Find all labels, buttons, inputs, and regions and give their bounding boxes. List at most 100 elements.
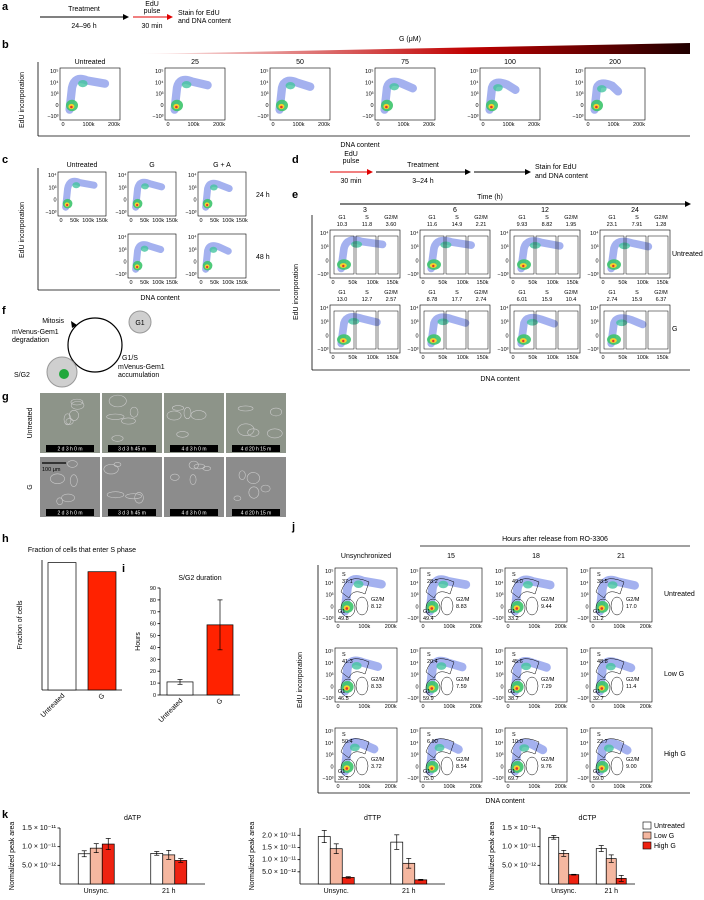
chart-title: dATP (124, 815, 141, 822)
gate-label: G2/M (654, 215, 668, 221)
y-tick-label: 10⁴ (495, 740, 504, 747)
density-core (349, 743, 360, 752)
gate-label: G1 (338, 215, 345, 221)
step-duration: 24–96 h (71, 23, 96, 30)
gate-label: S (512, 732, 516, 738)
column-label: 21 (617, 553, 625, 560)
density-max (600, 767, 604, 770)
y-tick-label: 0 (325, 333, 328, 339)
x-tick-label: 0 (271, 122, 274, 128)
x-tick-label: 0 (511, 280, 514, 286)
density-core (618, 242, 631, 250)
gate (440, 676, 454, 696)
gate-value: 6.01 (517, 297, 528, 303)
gate-label: G2/M (541, 597, 555, 603)
gate (510, 758, 526, 778)
density-cloud (340, 656, 383, 696)
y-tick-label: −10³ (322, 696, 333, 702)
gate-label: G1 (338, 769, 345, 775)
legend-label: Untreated (654, 823, 685, 830)
gate (340, 598, 356, 618)
x-tick-label: 150k (387, 355, 399, 361)
density-max (206, 265, 209, 269)
gate-label: S (427, 732, 431, 738)
gate-label: G2/M (541, 677, 555, 683)
x-tick-label: 50k (210, 280, 219, 286)
y-tick-label: 10³ (156, 92, 164, 98)
gate-label: G2/M (541, 757, 555, 763)
timestamp: 3 d 3 h 45 m (118, 511, 146, 517)
column-label: 18 (532, 553, 540, 560)
cell-outline (166, 410, 182, 421)
cycle-ring (67, 317, 123, 373)
gate-value: 11.8 (362, 222, 372, 228)
y-tick-label: 5.0 × 10⁻¹² (22, 862, 57, 869)
y-tick-label: 10⁵ (325, 728, 333, 735)
y-tick-label: −10³ (407, 272, 418, 278)
y-tick-label: −10³ (492, 616, 503, 622)
density-cloud (427, 236, 475, 273)
x-tick-label: 200k (633, 122, 645, 128)
x-tick-label: 0 (376, 122, 379, 128)
x-tick-label: 200k (318, 122, 330, 128)
legend-swatch (642, 841, 652, 850)
density-cloud (202, 179, 233, 211)
column-label: Unsynchronized (341, 553, 391, 560)
x-tick-label: 100k (443, 704, 455, 710)
density-max (136, 265, 139, 269)
row-label: Untreated (664, 591, 695, 598)
bar (174, 860, 188, 885)
cell-outline (176, 431, 189, 438)
y-tick-label: −10³ (577, 776, 588, 782)
x-tick-label: 100k (152, 280, 164, 286)
gate-label: G2/M (456, 597, 470, 603)
density-max (66, 203, 69, 207)
gate-value: 32.7 (593, 696, 604, 702)
x-tick-label: 100k (222, 218, 234, 224)
gate-value: 49.4 (423, 616, 434, 622)
row-label: G (27, 484, 34, 489)
gate-label: S (365, 290, 369, 296)
bar (558, 853, 570, 885)
y-tick-label: 0 (585, 684, 588, 690)
gate (557, 235, 579, 275)
cell-outline (121, 417, 136, 425)
density-cloud (517, 313, 558, 348)
step-duration: 3–24 h (412, 178, 434, 185)
gate-value: 8.83 (456, 604, 467, 610)
gate (610, 756, 624, 776)
gate-label: S (597, 732, 601, 738)
gate (610, 596, 624, 616)
density-cloud (380, 77, 417, 114)
density-cloud (607, 237, 653, 273)
y-tick-label: 10⁴ (325, 740, 334, 747)
y-tick-label: 10³ (411, 753, 419, 759)
y-tick-label: 10⁵ (410, 648, 418, 655)
density-max (490, 105, 493, 109)
density-core (72, 182, 81, 189)
x-tick-label: 200k (108, 122, 120, 128)
x-tick-label: 200k (640, 624, 652, 630)
gate-value: 28.2 (427, 579, 438, 585)
density-cloud (510, 575, 555, 616)
gate (467, 310, 489, 350)
condition-label: 50 (296, 59, 304, 66)
row-label: Low G (664, 671, 684, 678)
x-tick-label: 100k (528, 704, 540, 710)
gate-label: S (427, 652, 431, 658)
x-tick-label: 21 h (402, 888, 416, 895)
density-core (526, 318, 539, 326)
x-tick-label: 100k (293, 122, 305, 128)
density-max (595, 105, 598, 109)
y-tick-label: 10⁵ (580, 648, 588, 655)
density-max (430, 767, 434, 770)
y-tick-label: 10⁴ (470, 79, 479, 86)
cell-outline (56, 497, 64, 505)
x-axis-label: DNA content (485, 798, 524, 805)
gate-label: G1 (508, 689, 515, 695)
x-tick-label: 100k (608, 122, 620, 128)
x-tick-label: 0 (129, 218, 132, 224)
cell-outline (65, 418, 74, 425)
x-tick-label: 0 (506, 784, 509, 790)
x-axis-label: DNA content (480, 376, 519, 383)
